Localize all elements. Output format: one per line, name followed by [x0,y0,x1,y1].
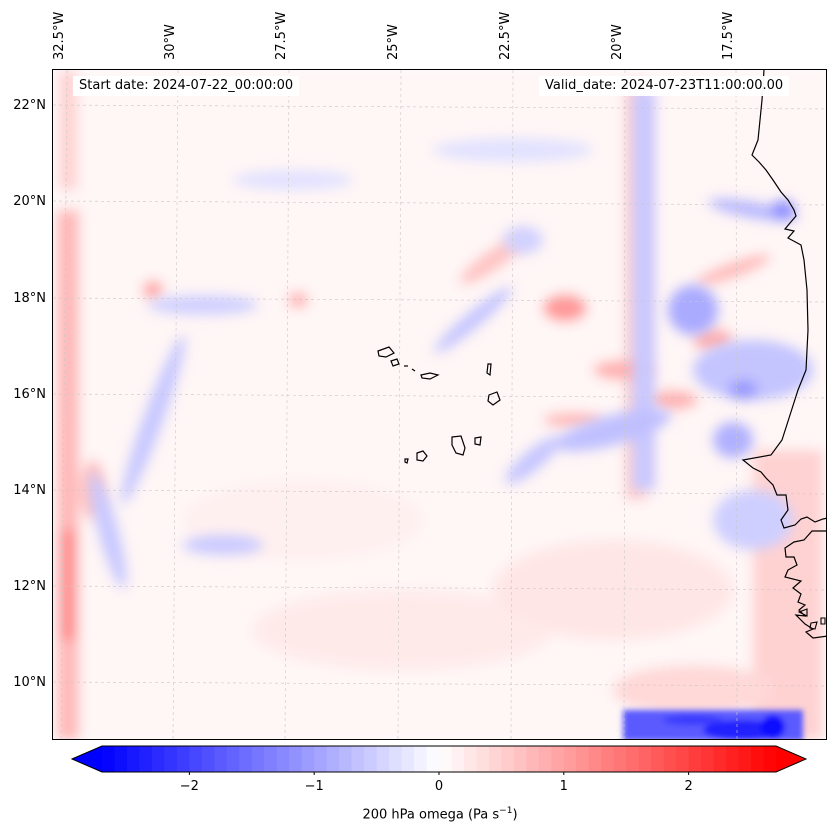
colorbar-segment [476,746,490,772]
colorbar-tick-neg2: −2 [179,779,199,794]
colorbar-segment [351,746,365,772]
colorbar-tick-neg1: −1 [304,779,324,794]
colorbar-segment [164,746,178,772]
colorbar-segment [151,746,166,772]
colorbar-segment [239,746,253,772]
lat-label-10n: 10°N [13,675,46,690]
colorbar-tick-1: 1 [559,779,568,794]
lat-label-22n: 22°N [13,98,46,113]
colorbar-segment [114,746,128,772]
colorbar-segment [401,746,415,772]
omega-field-positive [53,70,826,739]
start-date-box: Start date: 2024-07-22_00:00:00 [73,76,300,96]
colorbar-label-close: ) [512,807,518,823]
omega-field-strong-negative [623,710,803,739]
colorbar-segment [414,746,428,772]
colorbar-segment [488,746,503,772]
colorbar-segment [676,746,690,772]
omega-field-negative [89,90,813,589]
africa-coastline [741,70,826,639]
colorbar-segment [663,746,677,772]
colorbar-segment [251,746,265,772]
map-panel[interactable] [52,69,827,740]
colorbar-segment [439,746,453,772]
colorbar-extend-max [776,746,806,772]
colorbar-segment [626,746,640,772]
colorbar-segment [102,746,116,772]
colorbar-extend-min [72,746,102,772]
colorbar-segment [601,746,615,772]
colorbar-segment [463,746,478,772]
colorbar-label-text: 200 hPa omega (Pa s [362,807,500,823]
colorbar-segment [513,746,527,772]
colorbar-segment [701,746,715,772]
omega-map [53,70,826,739]
lat-label-20n: 20°N [13,194,46,209]
colorbar-segment [176,746,190,772]
colorbar-segment [613,746,627,772]
lon-label-30w: 30°W [163,24,178,60]
lon-label-25w: 25°W [386,24,401,60]
colorbar-segment [276,746,290,772]
colorbar-label-exponent: −1 [499,806,513,816]
colorbar-segment [189,746,203,772]
colorbar-segment [126,746,141,772]
lat-label-16n: 16°N [13,387,46,402]
colorbar-segment [364,746,378,772]
colorbar-segment [638,746,652,772]
colorbar-segment [389,746,403,772]
colorbar-segment [651,746,665,772]
colorbar-segment [339,746,353,772]
colorbar-segment [538,746,552,772]
lat-label-12n: 12°N [13,579,46,594]
colorbar-segment [726,746,740,772]
colorbar-segment [751,746,765,772]
lat-label-18n: 18°N [13,291,46,306]
colorbar-segment [314,746,328,772]
colorbar-segment [738,746,752,772]
colorbar-segment [426,746,440,772]
colorbar-segment [563,746,577,772]
colorbar-segment [201,746,215,772]
lat-label-14n: 14°N [13,483,46,498]
colorbar-segment [451,746,465,772]
colorbar [70,745,808,775]
lon-label-20w: 20°W [610,24,625,60]
colorbar-segment [526,746,540,772]
colorbar-segment [713,746,727,772]
colorbar-segment [551,746,565,772]
lon-label-17-5w: 17.5°W [721,11,736,60]
colorbar-outline [70,745,808,773]
bijagos-islands [797,608,826,630]
lon-label-22-5w: 22.5°W [498,11,513,60]
colorbar-segment [501,746,515,772]
graticule [53,70,826,739]
colorbar-label: 200 hPa omega (Pa s−1) [0,806,837,822]
colorbar-segment [289,746,303,772]
colorbar-segment [139,746,153,772]
cape-verde-islands [377,346,501,464]
colorbar-segment [326,746,340,772]
colorbar-segment [588,746,602,772]
colorbar-tick-0: 0 [434,779,444,794]
colorbar-segment [301,746,315,772]
colorbar-segment [376,746,390,772]
valid-date-box: Valid_date: 2024-07-23T11:00:00.00 [539,76,790,96]
colorbar-segment [688,746,702,772]
colorbar-segment [264,746,278,772]
colorbar-segment [226,746,240,772]
colorbar-segment [763,746,777,772]
lon-label-32-5w: 32.5°W [52,11,67,60]
colorbar-segment [576,746,590,772]
lon-label-27-5w: 27.5°W [274,11,289,60]
colorbar-tick-2: 2 [684,779,693,794]
colorbar-segment [214,746,228,772]
